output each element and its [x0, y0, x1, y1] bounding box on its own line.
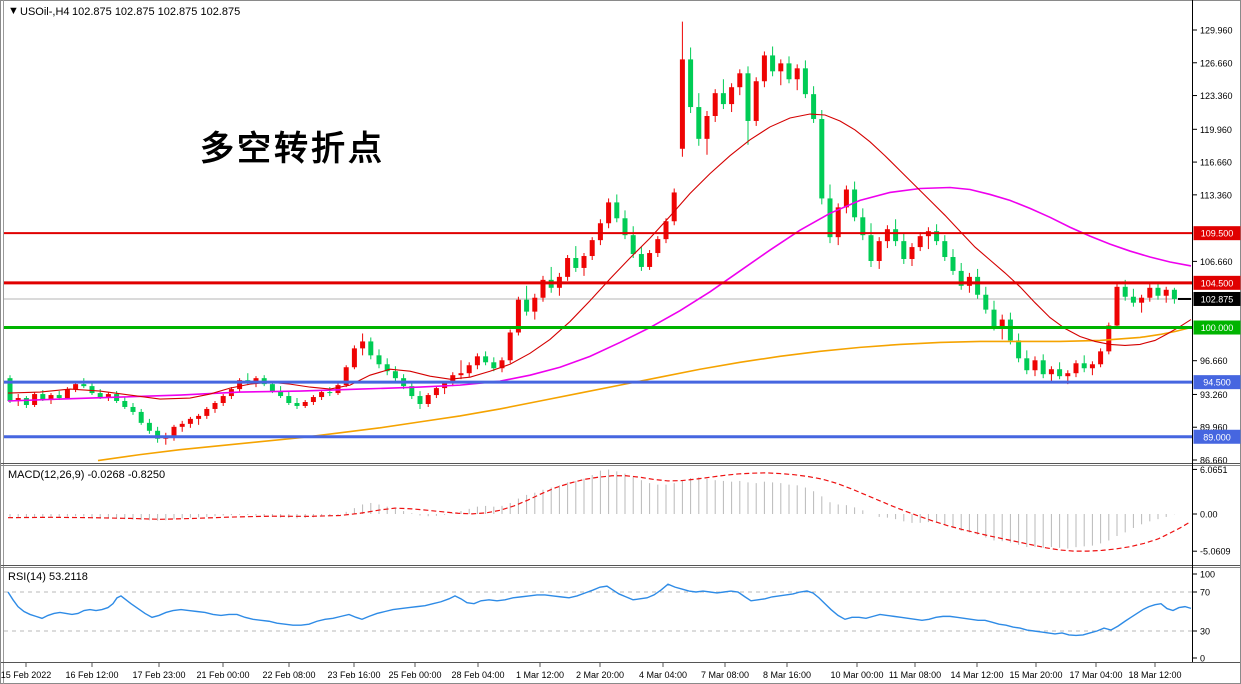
time-tick-label: 2 Mar 20:00	[576, 670, 624, 680]
price-tick-label: 126.660	[1200, 58, 1233, 68]
macd-tick-label: 6.0651	[1200, 465, 1228, 475]
current-price-tag	[1193, 291, 1241, 306]
macd-tick-label: -5.0609	[1200, 547, 1231, 557]
ma-fast-red	[7, 113, 1192, 400]
macd-signal-line	[7, 472, 1191, 552]
ma-slow-orange	[97, 326, 1192, 462]
price-tick-label: 86.660	[1200, 455, 1228, 465]
price-axis[interactable]: 129.960 126.660 123.360 119.960 116.660 113.3…	[1192, 26, 1241, 664]
time-tick-label: 16 Feb 12:00	[65, 670, 118, 680]
time-tick-label: 17 Mar 04:00	[1069, 670, 1122, 680]
level-109.500-tag	[1193, 226, 1241, 241]
panel-separator-macd[interactable]	[1, 463, 1240, 466]
level-100.000-tag	[1193, 320, 1241, 335]
time-tick-label: 7 Mar 08:00	[701, 670, 749, 680]
ohlc-quotes: 102.875 102.875 102.875 102.875	[72, 6, 240, 18]
rsi-tick-label: 70	[1200, 588, 1210, 598]
level-94.500-tag-label: 94.500	[1203, 378, 1231, 388]
time-tick-label: 22 Feb 08:00	[262, 670, 315, 680]
time-tick-label: 1 Mar 12:00	[516, 670, 564, 680]
macd-tick-label: 0.00	[1200, 510, 1218, 520]
time-axis[interactable]: 15 Feb 2022 16 Feb 12:00 17 Feb 23:00 21 Fe…	[1, 663, 1182, 680]
time-tick-label: 4 Mar 04:00	[639, 670, 687, 680]
time-tick-label: 14 Mar 12:00	[950, 670, 1003, 680]
time-tick-label: 11 Mar 08:00	[889, 670, 941, 680]
collapse-triangle-icon[interactable]: ▼	[8, 5, 19, 17]
bull-bear-turning-point-annotation: 多空转折点	[200, 130, 385, 168]
time-tick-label: 10 Mar 00:00	[830, 670, 883, 680]
time-tick-label: 28 Feb 04:00	[451, 670, 504, 680]
time-tick-label: 17 Feb 23:00	[132, 670, 185, 680]
level-89.000-tag	[1193, 429, 1241, 444]
macd-label: MACD(12,26,9) -0.0268 -0.8250	[8, 469, 165, 481]
time-tick-label: 21 Feb 00:00	[196, 670, 249, 680]
price-tick-label: 106.660	[1200, 257, 1233, 267]
level-89.000-tag-label: 89.000	[1203, 432, 1231, 442]
price-tick-label: 119.960	[1200, 125, 1232, 135]
rsi-panel[interactable]	[4, 583, 1192, 637]
rsi-label: RSI(14) 53.2118	[8, 571, 88, 583]
macd-panel[interactable]	[7, 469, 1191, 552]
price-tick-label: 129.960	[1200, 26, 1233, 36]
main-price-panel[interactable]	[4, 21, 1192, 462]
price-tick-label: 123.360	[1200, 91, 1233, 101]
level-104.500-tag-label: 104.500	[1201, 278, 1234, 288]
price-tick-label: 96.660	[1200, 356, 1228, 366]
rsi-tick-label: 100	[1200, 570, 1215, 580]
current-price-tag-label: 102.875	[1201, 294, 1234, 304]
rsi-line	[7, 583, 1192, 637]
price-tick-label: 89.960	[1200, 423, 1228, 433]
price-tick-label: 93.260	[1200, 390, 1228, 400]
level-100.000-tag-label: 100.000	[1201, 323, 1234, 333]
time-tick-label: 15 Mar 20:00	[1009, 670, 1062, 680]
price-tick-label: 116.660	[1200, 158, 1232, 168]
rsi-tick-label: 30	[1200, 627, 1210, 637]
time-tick-label: 15 Feb 2022	[1, 670, 52, 680]
time-tick-label: 25 Feb 00:00	[388, 670, 441, 680]
price-tick-label: 113.360	[1200, 190, 1232, 200]
time-tick-label: 23 Feb 16:00	[327, 670, 380, 680]
ma-mid-magenta	[7, 186, 1192, 402]
time-tick-label: 18 Mar 12:00	[1128, 670, 1181, 680]
panel-separator-rsi[interactable]	[1, 565, 1240, 568]
level-104.500-tag	[1193, 275, 1241, 290]
rsi-tick-label: 0	[1200, 654, 1205, 664]
level-109.500-tag-label: 109.500	[1201, 229, 1234, 239]
symbol-title: USOil-,H4	[20, 6, 70, 18]
time-tick-label: 8 Mar 16:00	[763, 670, 811, 680]
macd-histogram	[9, 469, 1175, 549]
candles-layer	[7, 21, 1177, 445]
level-94.500-tag	[1193, 375, 1241, 390]
